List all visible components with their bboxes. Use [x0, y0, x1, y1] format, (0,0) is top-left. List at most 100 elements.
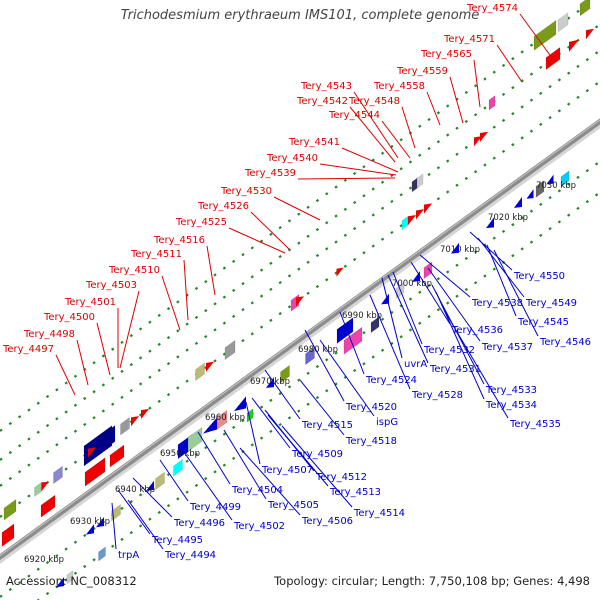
top-leader-line — [426, 91, 441, 126]
gene-arrow-right — [141, 408, 149, 420]
bottom-gene-label: Tery_4494 — [164, 550, 216, 561]
gene-box — [96, 425, 116, 456]
top-leader-line — [496, 44, 523, 83]
top-gene-label: Tery_4511 — [130, 249, 182, 260]
bottom-leader-line — [319, 339, 375, 417]
bottom-gene-label: Tery_4549 — [525, 298, 577, 309]
bottom-gene-label: trpA — [118, 550, 139, 561]
bottom-leader-line — [299, 379, 345, 436]
top-leader-line — [473, 59, 481, 108]
bottom-leader-line — [419, 254, 471, 298]
gene-box — [98, 546, 106, 562]
bottom-leader-line — [493, 249, 539, 337]
gene-box — [34, 481, 42, 497]
genome-title: Trichodesmium erythraeum IMS101, complet… — [120, 8, 480, 23]
top-leader-line — [250, 211, 291, 251]
bottom-gene-label: Tery_4499 — [189, 502, 241, 513]
bottom-leader-line — [339, 311, 365, 375]
top-gene-label: Tery_4571 — [443, 34, 495, 45]
bottom-gene-label: Tery_4538 — [471, 298, 523, 309]
ruler-tick-label: 6960 kbp — [205, 413, 245, 423]
gene-box — [173, 459, 183, 477]
top-leader-line — [76, 339, 89, 386]
bottom-leader-line — [132, 477, 173, 518]
label-leader-lines — [55, 13, 556, 550]
bottom-gene-label: Tery_4535 — [509, 419, 561, 430]
bottom-gene-label: Tery_4514 — [353, 508, 405, 519]
bottom-gene-label: Tery_4504 — [231, 485, 283, 496]
gene-box — [401, 215, 409, 231]
gene-box — [343, 326, 363, 355]
gene-arrow-right — [408, 214, 416, 226]
top-leader-line — [353, 91, 399, 159]
bottom-gene-label: Tery_4509 — [291, 449, 343, 460]
bottom-leader-line — [469, 231, 513, 271]
top-gene-label: Tery_4574 — [466, 3, 518, 14]
bottom-leader-line — [486, 244, 517, 317]
gene-box — [216, 409, 228, 430]
gene-arrow-right — [480, 131, 488, 143]
ruler-ticks: 6920 kbp 6930 kbp 6940 kbp 6950 kbp 6960 kbp… — [24, 181, 576, 565]
bottom-gene-label: Tery_4515 — [301, 420, 353, 431]
gene-arrow-right — [424, 203, 432, 214]
bottom-gene-label: Tery_4532 — [423, 345, 475, 356]
topology-text: Topology: circular; Length: 7,750,108 bp… — [274, 574, 590, 588]
gene-arrow-right — [131, 416, 139, 427]
gene-box — [224, 339, 236, 361]
top-leader-line — [228, 227, 286, 254]
top-gene-label: Tery_4542 — [296, 96, 348, 107]
top-gene-label: Tery_4559 — [396, 66, 448, 77]
top-leader-line — [55, 354, 76, 396]
gene-box — [84, 457, 106, 487]
bottom-leader-line — [117, 489, 151, 535]
gene-box — [195, 362, 205, 382]
gene-box — [187, 426, 203, 452]
top-gene-label: Tery_4541 — [288, 137, 340, 148]
top-gene-label: Tery_4497 — [2, 344, 54, 355]
gene-arrow-right — [416, 209, 424, 220]
bottom-gene-label: Tery_4537 — [481, 342, 533, 353]
top-gene-label: Tery_4539 — [244, 168, 296, 179]
bottom-leader-line — [381, 277, 403, 359]
backbone-highlight — [0, 119, 600, 557]
top-leader-line — [519, 13, 556, 63]
bottom-leader-line — [304, 329, 345, 402]
bottom-gene-label: Tery_4502 — [233, 521, 285, 532]
ruler-tick-label: 7030 kbp — [536, 181, 576, 191]
bottom-gene-label: Tery_4534 — [485, 400, 537, 411]
gene-arrow-right — [206, 361, 214, 372]
bottom-gene-label: Tery_4533 — [485, 385, 537, 396]
ruler-tick-label: 6990 kbp — [342, 311, 382, 321]
gene-box — [423, 261, 433, 280]
ruler-tick-label: 6950 kbp — [160, 449, 200, 459]
bottom-leader-line — [267, 414, 329, 487]
bottom-gene-label: Tery_4506 — [301, 516, 353, 527]
gene-box — [120, 417, 130, 436]
ruler-tick-label: 7010 kbp — [440, 245, 480, 255]
gene-arrow-right — [41, 481, 49, 492]
bottom-leader-line — [223, 429, 267, 500]
gene-box — [155, 471, 165, 491]
bottom-gene-label: Tery_4536 — [451, 325, 503, 336]
bottom-gene-label: Tery_4520 — [345, 402, 397, 413]
bottom-leader-line — [197, 431, 231, 485]
bottom-leader-line — [264, 369, 301, 420]
gene-box — [336, 317, 354, 344]
gene-box — [557, 12, 569, 33]
bottom-gene-label: Tery_4545 — [517, 317, 569, 328]
gene-arrow-left — [526, 189, 534, 199]
gene-box — [109, 444, 125, 468]
bottom-gene-label: Tery_4531 — [429, 364, 481, 375]
top-gene-label: Tery_4530 — [220, 186, 272, 197]
bottom-gene-label: Tery_4495 — [151, 535, 203, 546]
top-leader-line — [273, 196, 321, 221]
bottom-gene-label: ispG — [376, 417, 398, 428]
bottom-leader-line — [251, 397, 291, 449]
ruler-tick-label: 6980 kbp — [298, 345, 338, 355]
ruler-tick-label: 7000 kbp — [392, 279, 432, 289]
top-gene-label: Tery_4565 — [420, 49, 472, 60]
bottom-leader-line — [239, 447, 301, 516]
gene-box — [280, 364, 290, 384]
bottom-gene-label: Tery_4496 — [173, 518, 225, 529]
